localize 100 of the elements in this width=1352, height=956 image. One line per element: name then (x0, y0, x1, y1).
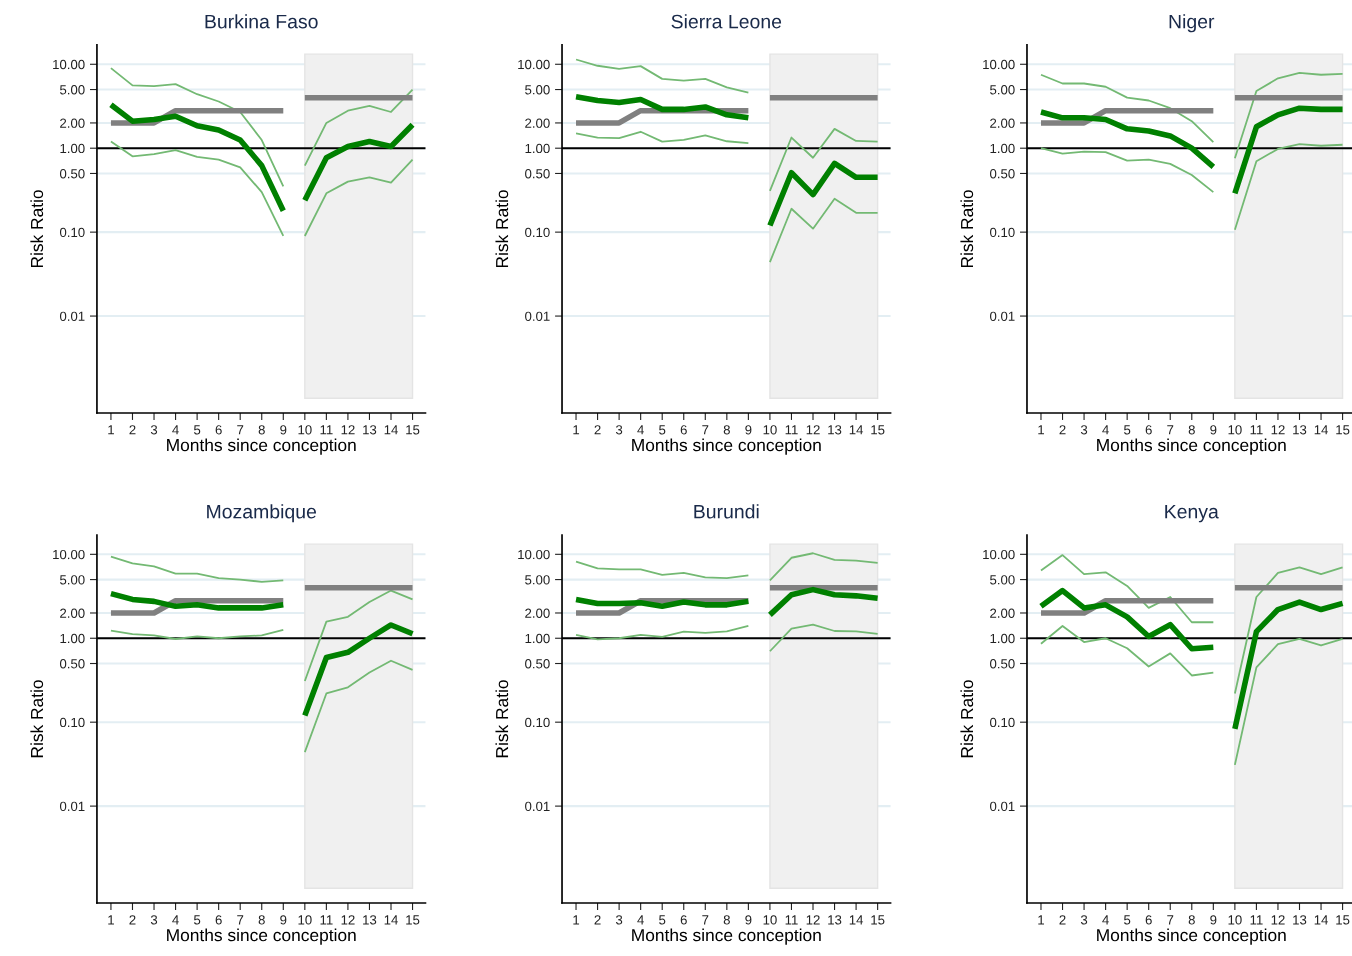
x-tick-label: 11 (320, 915, 333, 925)
y-tick-label: 0.10 (59, 227, 85, 238)
line-series (303, 589, 414, 682)
x-tick-label: 11 (1250, 425, 1263, 435)
x-tick-label: 7 (237, 915, 244, 925)
y-tick-label: 10.00 (518, 549, 550, 560)
x-tick-label: 14 (849, 915, 864, 925)
y-tick-label: 2.00 (525, 608, 550, 618)
y-tick-label: 0.01 (990, 801, 1015, 812)
line-series (1040, 147, 1215, 193)
line-series (1233, 143, 1344, 231)
x-tick-label: 11 (320, 425, 333, 435)
chart-title: Niger (1169, 14, 1215, 33)
x-tick-label: 8 (1188, 425, 1195, 435)
y-tick-label: 1.00 (525, 633, 550, 644)
x-tick-label: 10 (298, 425, 312, 435)
x-tick-label: 3 (615, 425, 623, 435)
x-tick-label: 3 (1080, 915, 1088, 925)
x-tick-label: 2 (1059, 915, 1066, 925)
x-tick-label: 9 (280, 425, 287, 435)
x-tick-label: 4 (172, 915, 179, 925)
x-tick-label: 6 (1145, 425, 1152, 435)
y-tick-label: 0.50 (525, 659, 550, 669)
y-tick-label: 2.00 (60, 118, 85, 128)
x-tick-label: 7 (1167, 915, 1174, 925)
y-tick-label: 0.01 (59, 311, 85, 321)
x-tick-label: 2 (594, 915, 601, 925)
y-tick-label: 0.10 (525, 227, 550, 238)
y-tick-label: 0.50 (59, 659, 85, 669)
line-series (1040, 625, 1215, 677)
y-axis-title: Risk Ratio (495, 680, 509, 758)
line-series (1233, 638, 1344, 766)
x-tick-label: 6 (215, 425, 222, 435)
x-tick-label: 6 (1145, 915, 1152, 925)
x-tick-label: 8 (723, 915, 730, 925)
y-tick-label: 0.50 (525, 169, 550, 179)
x-tick-label: 13 (828, 915, 842, 925)
y-tick-label: 2.00 (990, 608, 1015, 618)
x-tick-label: 11 (785, 425, 798, 435)
x-tick-label: 12 (1271, 425, 1285, 435)
x-tick-label: 7 (237, 425, 244, 435)
x-tick-label: 9 (745, 915, 752, 925)
y-axis-title: Risk Ratio (30, 190, 44, 268)
y-tick-label: 5.00 (59, 85, 85, 95)
x-axis-title: Months since conception (1097, 438, 1286, 455)
x-tick-label: 11 (1250, 915, 1263, 925)
chart-title: Burkina Faso (205, 14, 318, 29)
x-tick-label: 15 (406, 425, 420, 435)
x-tick-label: 11 (785, 915, 798, 925)
y-tick-label: 0.10 (525, 717, 550, 728)
line-series (1233, 71, 1344, 160)
x-tick-label: 5 (1124, 425, 1131, 435)
x-tick-label: 8 (723, 425, 730, 435)
y-tick-label: 0.10 (990, 227, 1015, 238)
chart-title: Sierra Leone (671, 14, 782, 29)
x-tick-label: 10 (763, 915, 777, 925)
x-axis-title: Months since conception (632, 928, 821, 945)
x-tick-label: 14 (384, 425, 398, 435)
y-tick-label: 5.00 (525, 575, 550, 585)
x-tick-label: 5 (659, 915, 666, 925)
x-tick-label: 10 (1228, 915, 1242, 925)
line-series (110, 555, 285, 583)
x-tick-label: 1 (1038, 425, 1045, 435)
x-tick-label: 2 (594, 425, 601, 435)
y-tick-label: 0.50 (59, 169, 85, 179)
y-tick-label: 0.01 (990, 311, 1015, 321)
x-tick-label: 2 (129, 425, 136, 435)
x-tick-label: 1 (573, 915, 580, 925)
y-tick-label: 0.01 (59, 801, 85, 812)
x-tick-label: 15 (1336, 425, 1350, 435)
x-tick-label: 8 (1188, 915, 1195, 925)
x-tick-label: 14 (1314, 915, 1328, 925)
y-tick-label: 5.00 (59, 575, 85, 585)
x-tick-label: 13 (1293, 915, 1307, 925)
x-tick-label: 7 (702, 425, 709, 435)
y-axis-title: Risk Ratio (960, 680, 974, 758)
y-tick-label: 10.00 (518, 59, 550, 70)
line-series (1233, 566, 1344, 695)
line-series (1040, 554, 1215, 624)
line-series (575, 560, 750, 580)
x-tick-label: 6 (215, 915, 222, 925)
line-series (303, 158, 414, 237)
x-tick-label: 12 (806, 915, 820, 925)
y-tick-label: 2.00 (525, 118, 550, 128)
y-axis-title: Risk Ratio (30, 680, 44, 758)
chart-title: Mozambique (207, 504, 317, 523)
x-tick-label: 4 (637, 915, 644, 925)
x-tick-label: 5 (659, 425, 666, 435)
x-tick-label: 13 (1293, 425, 1307, 435)
y-tick-label: 2.00 (990, 118, 1015, 128)
line-series (769, 552, 879, 582)
y-tick-label: 10.00 (53, 549, 85, 560)
x-tick-label: 1 (108, 915, 114, 925)
x-tick-label: 2 (1059, 425, 1066, 435)
chart-title: Burundi (694, 504, 759, 519)
x-tick-label: 2 (129, 915, 136, 925)
x-tick-label: 10 (763, 425, 777, 435)
y-tick-label: 0.50 (990, 659, 1015, 669)
y-tick-label: 2.00 (60, 608, 85, 618)
x-axis-title: Months since conception (1097, 928, 1286, 945)
